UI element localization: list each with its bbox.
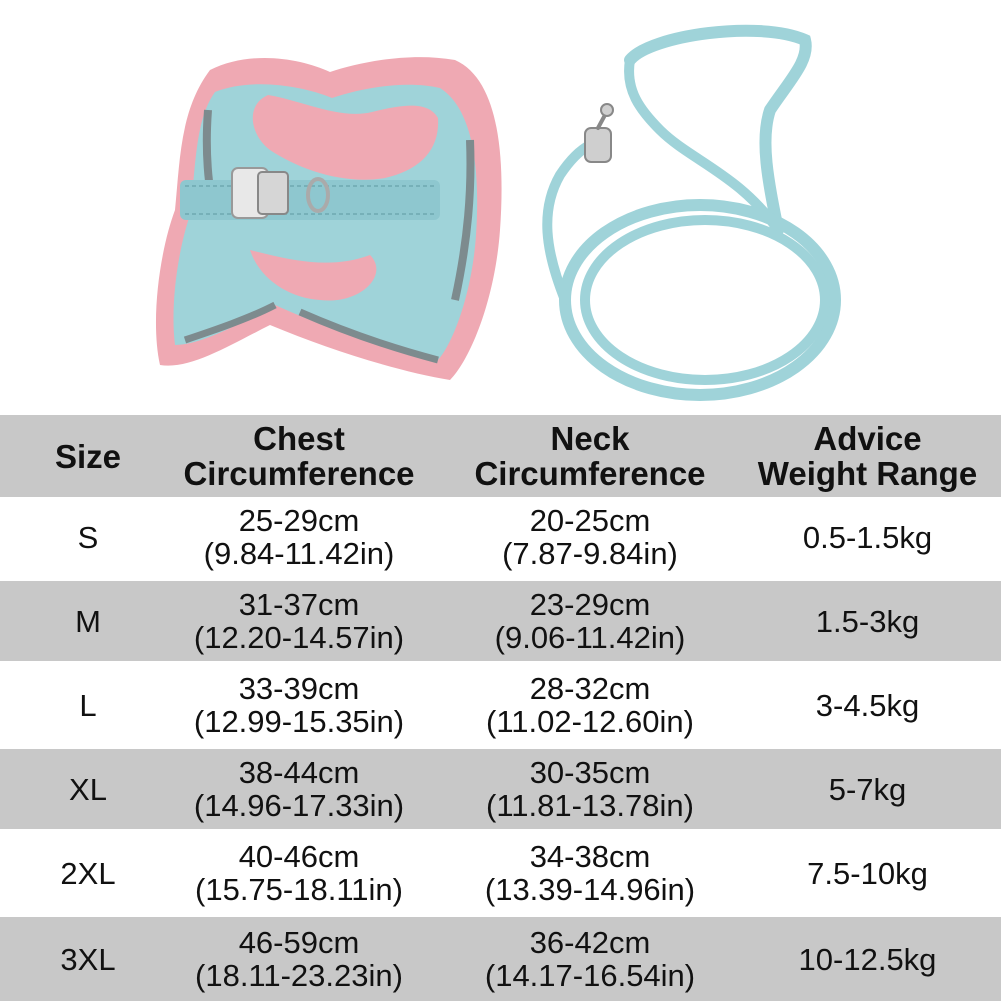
neck-in: (11.02-12.60in) <box>486 704 694 739</box>
neck-in: (9.06-11.42in) <box>494 620 686 655</box>
table-row: XL 38-44cm (14.96-17.33in) 30-35cm (11.81-… <box>0 749 1001 829</box>
chest-cm: 31-37cm <box>238 587 360 622</box>
weight-range: 1.5-3kg <box>815 603 920 639</box>
neck-cm: 30-35cm <box>529 755 651 790</box>
product-image <box>0 0 1001 415</box>
pet-harness-vest-icon <box>155 57 502 380</box>
table-row: L 33-39cm (12.99-15.35in) 28-32cm (11.02-1… <box>0 665 1001 745</box>
neck-cm: 28-32cm <box>529 671 651 706</box>
neck-cm: 34-38cm <box>529 839 651 874</box>
size-value: M <box>75 603 101 639</box>
table-row: M 31-37cm (12.20-14.57in) 23-29cm (9.06-11… <box>0 581 1001 661</box>
weight-range: 3-4.5kg <box>815 687 920 723</box>
chest-cm: 33-39cm <box>238 671 360 706</box>
neck-in: (14.17-16.54in) <box>484 958 696 993</box>
size-chart-table: Size Chest Circumference Neck Circumfere… <box>0 415 1001 1001</box>
chest-in: (14.96-17.33in) <box>193 788 405 823</box>
chest-cm: 40-46cm <box>238 839 360 874</box>
size-value: XL <box>69 771 107 807</box>
size-value: 2XL <box>60 855 116 891</box>
header-weight: Advice Weight Range <box>757 420 978 492</box>
chest-cm: 38-44cm <box>238 755 360 790</box>
table-header-row: Size Chest Circumference Neck Circumfere… <box>0 415 1001 497</box>
table-row: 2XL 40-46cm (15.75-18.11in) 34-38cm (13.39… <box>0 833 1001 913</box>
size-value: L <box>79 687 97 723</box>
chest-in: (12.20-14.57in) <box>193 620 405 655</box>
pet-leash-icon <box>542 24 841 401</box>
chest-in: (12.99-15.35in) <box>193 704 405 739</box>
chest-cm: 25-29cm <box>238 503 360 538</box>
neck-cm: 36-42cm <box>529 925 651 960</box>
neck-cm: 23-29cm <box>529 587 651 622</box>
weight-range: 0.5-1.5kg <box>802 519 933 555</box>
header-size: Size <box>54 437 122 475</box>
header-neck: Neck Circumference <box>474 420 706 492</box>
size-value: 3XL <box>60 941 116 977</box>
weight-range: 5-7kg <box>828 771 907 807</box>
table-row: S 25-29cm (9.84-11.42in) 20-25cm (7.87-9.8… <box>0 497 1001 577</box>
chest-cm: 46-59cm <box>238 925 360 960</box>
neck-in: (11.81-13.78in) <box>486 788 694 823</box>
chest-in: (9.84-11.42in) <box>203 536 395 571</box>
chest-in: (15.75-18.11in) <box>195 872 403 907</box>
weight-range: 7.5-10kg <box>807 855 928 891</box>
neck-in: (13.39-14.96in) <box>484 872 696 907</box>
size-value: S <box>77 519 99 555</box>
chest-in: (18.11-23.23in) <box>195 958 403 993</box>
header-chest: Chest Circumference <box>183 420 415 492</box>
weight-range: 10-12.5kg <box>798 941 937 977</box>
neck-cm: 20-25cm <box>529 503 651 538</box>
neck-in: (7.87-9.84in) <box>502 536 678 571</box>
table-row: 3XL 46-59cm (18.11-23.23in) 36-42cm (14.17… <box>0 917 1001 1001</box>
